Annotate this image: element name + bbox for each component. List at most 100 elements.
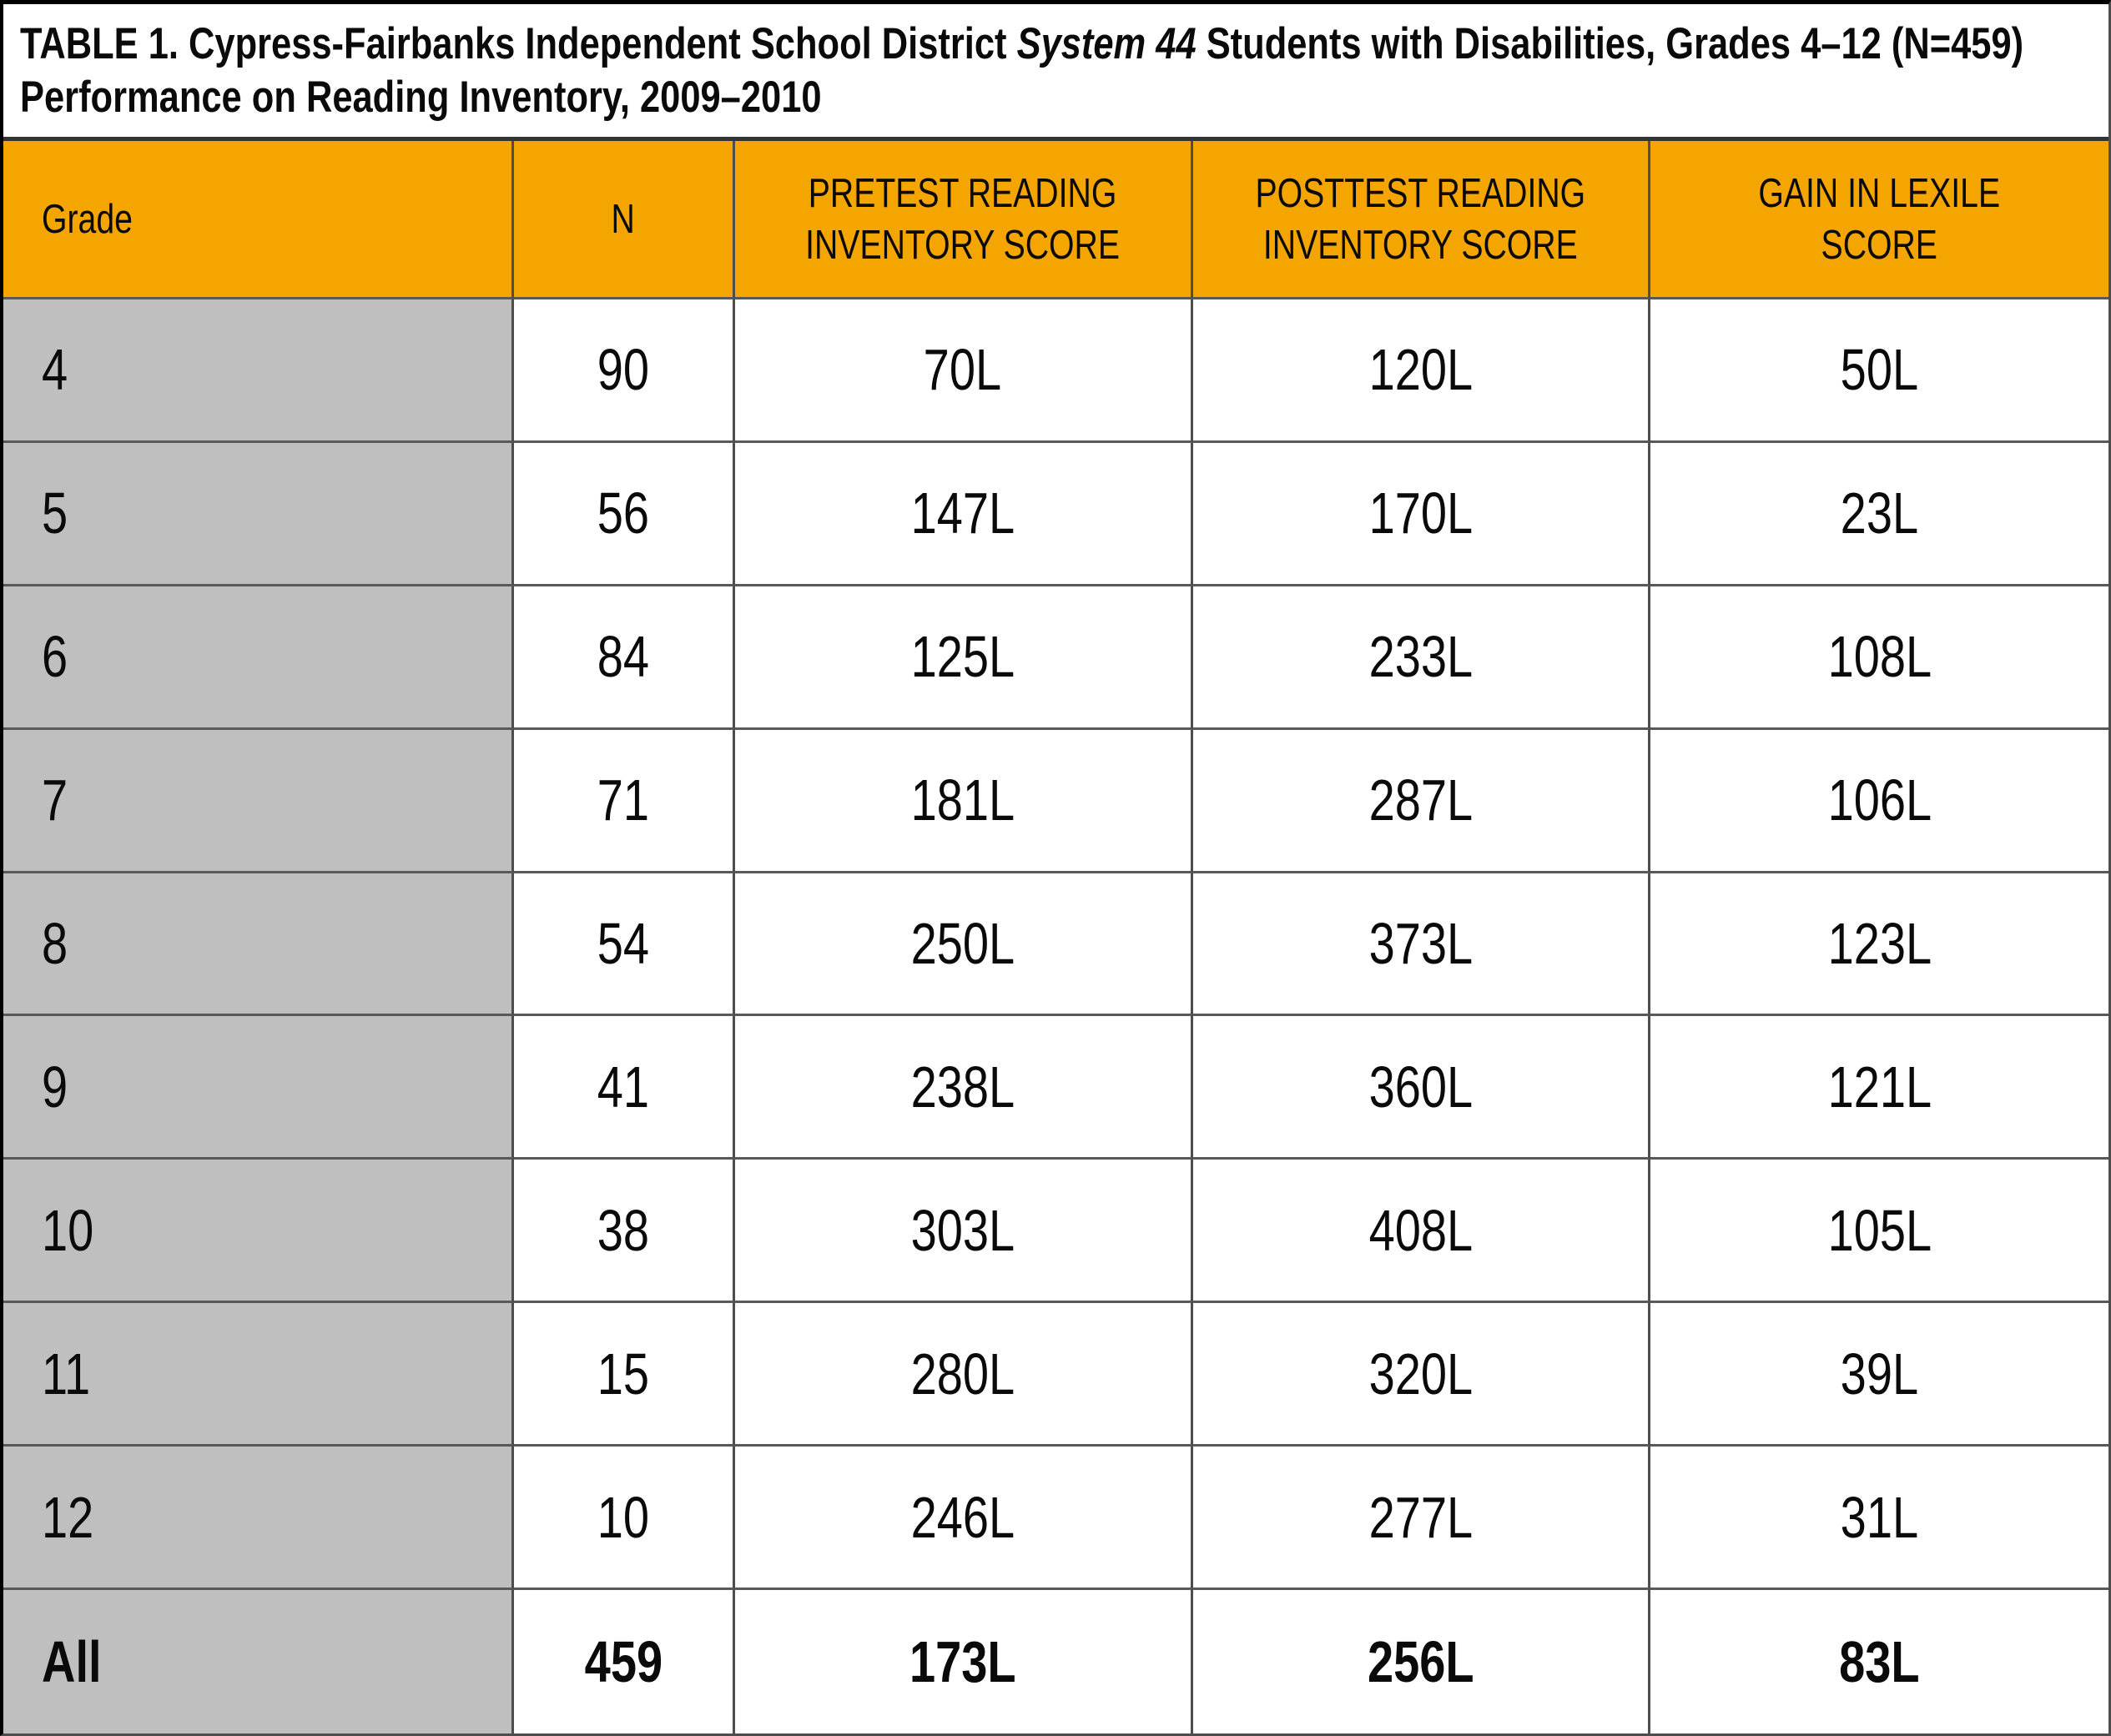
cell-n-all: 459 xyxy=(514,1590,735,1733)
cell-gain: 121L xyxy=(1650,1016,2108,1160)
cell-grade: 7 xyxy=(3,729,515,873)
posttest-value: 277L xyxy=(1368,1484,1473,1550)
cell-n: 84 xyxy=(514,586,735,730)
gain-value: 31L xyxy=(1841,1484,1919,1550)
column-header-grade-label: Grade xyxy=(42,196,133,242)
cell-pretest: 280L xyxy=(734,1303,1193,1447)
pretest-value: 181L xyxy=(910,767,1015,833)
n-value: 15 xyxy=(597,1341,650,1406)
gain-value: 83L xyxy=(1839,1629,1920,1695)
column-header-grade: Grade xyxy=(3,141,515,299)
cell-n: 56 xyxy=(514,442,735,586)
pretest-value: 125L xyxy=(910,624,1015,690)
pretest-value: 238L xyxy=(910,1054,1015,1120)
title-text-before-italic: TABLE 1. Cypress-Fairbanks Independent S… xyxy=(20,18,1017,68)
pretest-value: 246L xyxy=(910,1484,1015,1550)
n-value: 90 xyxy=(597,337,650,403)
cell-grade: 11 xyxy=(3,1303,515,1447)
cell-grade: 6 xyxy=(3,586,515,730)
cell-posttest: 277L xyxy=(1192,1447,1651,1591)
title-program-name: System 44 xyxy=(1016,18,1197,68)
cell-grade: 12 xyxy=(3,1447,515,1591)
grade-value: 10 xyxy=(42,1197,94,1263)
cell-n: 10 xyxy=(514,1447,735,1591)
pretest-value: 250L xyxy=(910,911,1015,977)
gain-value: 123L xyxy=(1827,911,1932,977)
gain-value: 121L xyxy=(1827,1054,1932,1120)
posttest-value: 320L xyxy=(1368,1341,1473,1406)
cell-n: 90 xyxy=(514,299,735,443)
gain-value: 39L xyxy=(1841,1341,1919,1406)
posttest-value: 256L xyxy=(1367,1629,1474,1695)
cell-grade: 9 xyxy=(3,1016,515,1160)
column-header-n-label: N xyxy=(611,196,636,242)
cell-pretest: 181L xyxy=(734,729,1193,873)
n-value: 84 xyxy=(597,624,650,690)
title-line-2-text: Performance on Reading Inventory, 2009–2… xyxy=(20,72,822,122)
column-header-posttest-label: POSTTEST READING INVENTORY SCORE xyxy=(1255,170,1586,268)
data-table: Grade N PRETEST READING INVENTORY SCORE … xyxy=(3,141,2108,1733)
cell-posttest: 408L xyxy=(1192,1160,1651,1304)
posttest-value: 408L xyxy=(1368,1197,1473,1263)
cell-grade-all: All xyxy=(3,1590,515,1733)
grade-value: 7 xyxy=(42,767,68,833)
cell-posttest: 120L xyxy=(1192,299,1651,443)
cell-grade: 4 xyxy=(3,299,515,443)
n-value: 71 xyxy=(597,767,650,833)
grade-value: 6 xyxy=(42,624,68,690)
cell-n: 15 xyxy=(514,1303,735,1447)
cell-n: 54 xyxy=(514,873,735,1017)
cell-n: 71 xyxy=(514,729,735,873)
cell-pretest: 70L xyxy=(734,299,1193,443)
posttest-value: 170L xyxy=(1368,481,1473,546)
n-value: 41 xyxy=(597,1054,650,1120)
cell-gain: 23L xyxy=(1650,442,2108,586)
posttest-value: 233L xyxy=(1368,624,1473,690)
column-header-posttest: POSTTEST READING INVENTORY SCORE xyxy=(1192,141,1651,299)
table-title: TABLE 1. Cypress-Fairbanks Independent S… xyxy=(3,4,2108,141)
cell-gain: 31L xyxy=(1650,1447,2108,1591)
n-value: 56 xyxy=(597,481,650,546)
cell-posttest: 360L xyxy=(1192,1016,1651,1160)
table-title-line-1: TABLE 1. Cypress-Fairbanks Independent S… xyxy=(20,18,2108,71)
gain-value: 105L xyxy=(1827,1197,1932,1263)
cell-grade: 5 xyxy=(3,442,515,586)
grade-value: 11 xyxy=(42,1341,91,1406)
cell-n: 38 xyxy=(514,1160,735,1304)
grade-value: 4 xyxy=(42,337,68,403)
n-value: 459 xyxy=(584,1629,663,1695)
column-header-n: N xyxy=(514,141,735,299)
cell-posttest: 373L xyxy=(1192,873,1651,1017)
gain-value: 108L xyxy=(1827,624,1932,690)
cell-gain: 50L xyxy=(1650,299,2108,443)
cell-posttest: 233L xyxy=(1192,586,1651,730)
cell-posttest-all: 256L xyxy=(1192,1590,1651,1733)
grade-value: All xyxy=(42,1629,102,1695)
cell-gain: 39L xyxy=(1650,1303,2108,1447)
posttest-value: 373L xyxy=(1368,911,1473,977)
cell-grade: 8 xyxy=(3,873,515,1017)
cell-pretest: 303L xyxy=(734,1160,1193,1304)
column-header-pretest: PRETEST READING INVENTORY SCORE xyxy=(734,141,1193,299)
pretest-value: 303L xyxy=(910,1197,1015,1263)
grade-value: 9 xyxy=(42,1054,68,1120)
cell-grade: 10 xyxy=(3,1160,515,1304)
n-value: 38 xyxy=(597,1197,650,1263)
cell-gain: 123L xyxy=(1650,873,2108,1017)
posttest-value: 287L xyxy=(1368,767,1473,833)
grade-value: 5 xyxy=(42,481,68,546)
gain-value: 106L xyxy=(1827,767,1932,833)
cell-pretest: 147L xyxy=(734,442,1193,586)
cell-gain: 105L xyxy=(1650,1160,2108,1304)
cell-pretest: 250L xyxy=(734,873,1193,1017)
gain-value: 23L xyxy=(1841,481,1919,546)
cell-gain: 108L xyxy=(1650,586,2108,730)
pretest-value: 147L xyxy=(910,481,1015,546)
column-header-gain-label: GAIN IN LEXILE SCORE xyxy=(1758,170,2001,268)
cell-posttest: 287L xyxy=(1192,729,1651,873)
grade-value: 8 xyxy=(42,911,68,977)
cell-posttest: 170L xyxy=(1192,442,1651,586)
n-value: 10 xyxy=(597,1484,650,1550)
cell-pretest: 125L xyxy=(734,586,1193,730)
cell-pretest: 238L xyxy=(734,1016,1193,1160)
